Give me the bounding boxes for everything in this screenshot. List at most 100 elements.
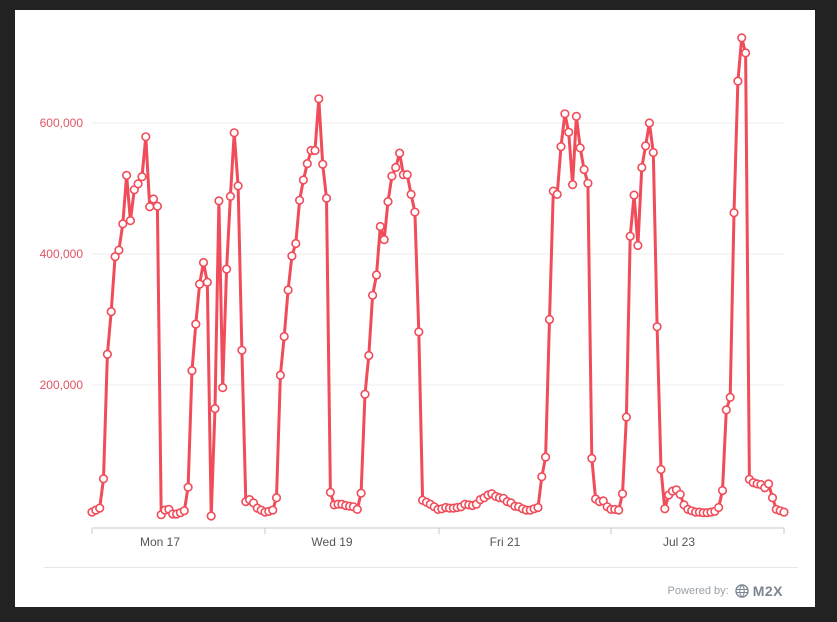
data-point[interactable] [283, 285, 293, 295]
data-point[interactable] [729, 208, 739, 218]
data-point[interactable] [387, 171, 397, 181]
data-point[interactable] [145, 202, 155, 212]
data-point[interactable] [533, 502, 543, 513]
data-point[interactable] [325, 487, 336, 498]
data-point[interactable] [371, 270, 382, 280]
data-point[interactable] [717, 485, 728, 496]
data-point[interactable] [675, 489, 685, 500]
data-point[interactable] [617, 489, 628, 499]
powered-by[interactable]: Powered by: M2X [668, 583, 783, 599]
data-point[interactable] [310, 145, 320, 156]
data-point[interactable] [114, 245, 124, 255]
data-point[interactable] [225, 191, 235, 201]
data-point[interactable] [287, 251, 297, 261]
data-point[interactable] [652, 322, 662, 332]
data-point[interactable] [183, 482, 193, 492]
data-point[interactable] [195, 279, 205, 289]
data-point[interactable] [391, 162, 401, 173]
data-point[interactable] [414, 327, 424, 337]
data-point[interactable] [564, 127, 574, 137]
data-point[interactable] [544, 314, 555, 325]
data-point[interactable] [660, 504, 670, 514]
data-point[interactable] [271, 493, 282, 503]
data-point[interactable] [368, 290, 378, 300]
data-point[interactable] [148, 194, 159, 204]
data-point[interactable] [214, 196, 224, 206]
data-point[interactable] [644, 118, 655, 128]
data-point[interactable] [314, 94, 324, 104]
data-point[interactable] [629, 190, 639, 200]
data-point[interactable] [540, 452, 551, 462]
data-point[interactable] [318, 159, 328, 169]
data-point[interactable] [633, 240, 643, 251]
data-point[interactable] [321, 193, 332, 203]
data-point[interactable] [587, 453, 597, 464]
data-point[interactable] [222, 264, 232, 274]
data-point[interactable] [537, 472, 547, 482]
data-point[interactable] [291, 238, 301, 249]
data-point[interactable] [356, 488, 366, 498]
data-point[interactable] [648, 147, 658, 158]
data-point[interactable] [360, 389, 370, 399]
data-point[interactable] [406, 189, 416, 199]
data-point[interactable] [571, 111, 582, 121]
data-point[interactable] [763, 479, 774, 489]
data-point[interactable] [121, 170, 132, 180]
data-point[interactable] [98, 474, 109, 484]
data-point[interactable] [740, 48, 751, 58]
data-point[interactable] [179, 506, 189, 516]
data-point[interactable] [737, 33, 747, 43]
data-point[interactable] [621, 412, 632, 422]
data-point[interactable] [187, 366, 197, 376]
data-point[interactable] [379, 235, 389, 245]
data-point[interactable] [275, 370, 286, 380]
data-point[interactable] [583, 178, 593, 188]
data-point[interactable] [556, 142, 566, 152]
data-point[interactable] [141, 132, 151, 142]
data-point[interactable] [137, 172, 147, 182]
data-point[interactable] [733, 76, 743, 86]
data-point[interactable] [202, 277, 212, 287]
data-point[interactable] [364, 350, 374, 361]
data-point[interactable] [395, 148, 405, 158]
data-point[interactable] [210, 404, 220, 414]
data-point[interactable] [779, 507, 789, 517]
data-point[interactable] [725, 392, 735, 403]
data-point[interactable] [229, 128, 239, 138]
data-point[interactable] [268, 505, 278, 515]
data-point[interactable] [118, 219, 128, 229]
data-point[interactable] [106, 307, 116, 317]
data-point[interactable] [110, 252, 120, 262]
data-point[interactable] [302, 159, 312, 169]
data-point[interactable] [637, 162, 647, 173]
data-point[interactable] [352, 504, 362, 515]
data-point[interactable] [614, 505, 624, 515]
data-point[interactable] [198, 257, 209, 268]
data-point[interactable] [575, 143, 585, 153]
data-point[interactable] [375, 221, 385, 232]
data-point[interactable] [721, 405, 731, 415]
data-point[interactable] [95, 503, 105, 513]
data-point[interactable] [298, 175, 309, 185]
data-point[interactable] [191, 319, 201, 329]
data-point[interactable] [383, 197, 393, 207]
data-point[interactable] [656, 464, 666, 475]
data-point[interactable] [102, 349, 112, 359]
data-point[interactable] [133, 179, 143, 189]
data-point[interactable] [125, 216, 135, 226]
data-point[interactable] [295, 195, 305, 205]
data-point[interactable] [713, 502, 724, 513]
data-point[interactable] [402, 170, 412, 180]
data-point[interactable] [625, 231, 635, 241]
data-point[interactable] [560, 109, 570, 119]
data-point[interactable] [279, 331, 289, 342]
data-point[interactable] [410, 207, 420, 217]
data-point[interactable] [237, 345, 247, 355]
data-point[interactable] [152, 201, 162, 211]
data-point[interactable] [767, 493, 778, 503]
data-point[interactable] [567, 180, 578, 190]
data-point[interactable] [552, 189, 562, 199]
data-point[interactable] [579, 164, 589, 175]
data-point[interactable] [233, 181, 243, 191]
data-point[interactable] [640, 141, 651, 151]
